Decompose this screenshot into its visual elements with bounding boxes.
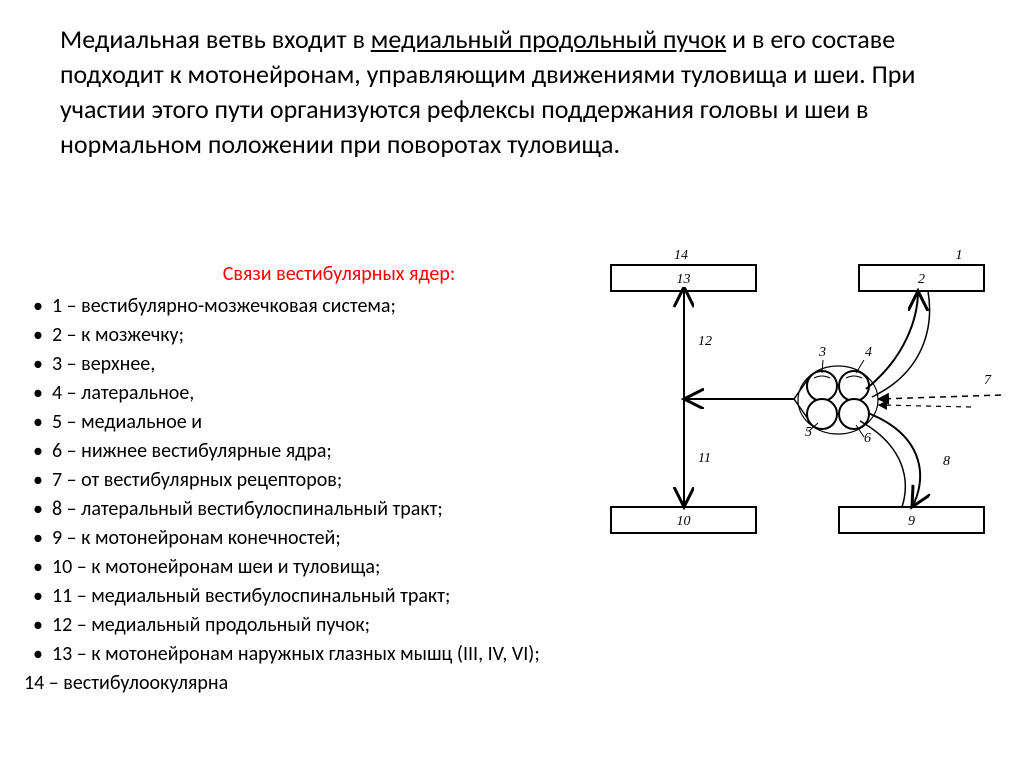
legend-item: 9 – к мотонейронам конечностей; xyxy=(24,524,564,553)
diagram: 13 14 2 1 10 9 12 11 3 4 5 6 7 8 xyxy=(576,242,1006,562)
legend-item: 4 – латеральное, xyxy=(24,379,564,408)
para-underlined: медиальный продольный пучок xyxy=(371,23,726,55)
legend-item: 3 – верхнее, xyxy=(24,350,564,379)
label-7: 7 xyxy=(984,373,992,388)
legend-item: 8 – латеральный вестибулоспинальный трак… xyxy=(24,495,564,524)
legend-item: 2 – к мозжечку; xyxy=(24,321,564,350)
box-label-9: 9 xyxy=(908,514,915,529)
legend-item: 7 – от вестибулярных рецепторов; xyxy=(24,466,564,495)
legend-item: 5 – медиальное и xyxy=(24,408,564,437)
label-5: 5 xyxy=(805,425,812,440)
legend-title: Связи вестибулярных ядер: xyxy=(24,262,564,286)
legend: Связи вестибулярных ядер: 1 – вестибуляр… xyxy=(24,262,564,698)
legend-item: 10 – к мотонейронам шеи и туловища; xyxy=(24,553,564,582)
legend-item: 6 – нижнее вестибулярные ядра; xyxy=(24,437,564,466)
label-11: 11 xyxy=(698,451,711,466)
curve-8-to-9 xyxy=(868,413,920,507)
afferent-7 xyxy=(880,395,1001,399)
legend-list: 1 – вестибулярно-мозжечковая система; 2 … xyxy=(24,292,564,698)
label-12: 12 xyxy=(698,334,712,349)
para-pre: Медиальная ветвь входит в xyxy=(60,23,371,55)
label-6: 6 xyxy=(864,431,871,446)
curve-to-2b xyxy=(872,291,930,397)
legend-item: 1 – вестибулярно-мозжечковая система; xyxy=(24,292,564,321)
box-label-13: 13 xyxy=(677,272,691,287)
main-paragraph: Медиальная ветвь входит в медиальный про… xyxy=(60,22,965,162)
para-line1-tail: и xyxy=(726,23,746,55)
legend-item: 12 – медиальный продольный пучок; xyxy=(24,611,564,640)
label-4: 4 xyxy=(865,345,872,360)
legend-item: 13 – к мотонейронам наружных глазных мыш… xyxy=(24,640,564,698)
legend-item: 11 – медиальный вестибулоспинальный трак… xyxy=(24,582,564,611)
label-8: 8 xyxy=(943,454,950,469)
outer-label-1: 1 xyxy=(956,248,963,263)
curve-to-2 xyxy=(866,291,918,389)
box-label-10: 10 xyxy=(677,514,691,529)
afferent-7b xyxy=(880,405,971,407)
label-3: 3 xyxy=(818,345,826,360)
box-label-2: 2 xyxy=(918,272,925,287)
outer-label-14: 14 xyxy=(674,248,688,263)
